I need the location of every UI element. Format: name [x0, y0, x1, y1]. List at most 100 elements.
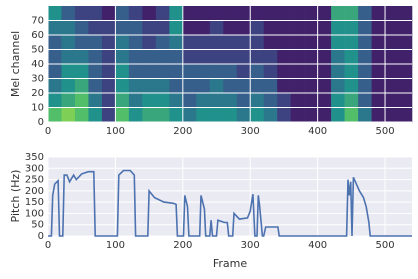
- x-tick-label: 400: [308, 240, 327, 251]
- y-tick-label: 0: [38, 117, 44, 128]
- heat-cell: [385, 64, 399, 79]
- heat-cell: [115, 78, 130, 94]
- heat-cell: [277, 6, 291, 21]
- heat-cell: [290, 93, 305, 108]
- y-axis-label: Mel channel: [9, 31, 22, 97]
- heat-cell: [101, 6, 116, 21]
- heat-cell: [61, 107, 76, 123]
- x-tick-label: 100: [106, 126, 125, 137]
- heat-cell: [88, 6, 103, 21]
- heat-cell: [88, 20, 103, 36]
- heat-cell: [169, 6, 184, 21]
- heat-cell: [223, 20, 238, 36]
- x-tick-label: 100: [106, 240, 125, 251]
- heat-cell: [398, 64, 413, 79]
- heat-cell: [317, 35, 332, 50]
- heat-cell: [371, 78, 386, 94]
- heat-cell: [250, 93, 265, 108]
- heat-cell: [128, 49, 143, 65]
- heat-cell: [182, 6, 197, 21]
- heat-cell: [88, 78, 103, 94]
- heat-cell: [398, 49, 413, 65]
- heat-cell: [371, 93, 386, 108]
- heat-cell: [277, 49, 291, 65]
- heat-cell: [209, 93, 224, 108]
- y-tick-label: 30: [31, 74, 44, 85]
- heat-cell: [182, 78, 197, 94]
- y-tick-label: 20: [31, 88, 44, 99]
- x-tick-label: 400: [308, 126, 327, 137]
- heat-cell: [48, 35, 62, 50]
- heat-cell: [182, 20, 197, 36]
- heat-cell: [331, 107, 345, 123]
- y-tick-label: 350: [25, 152, 44, 163]
- heat-cell: [115, 49, 130, 65]
- heat-cell: [277, 93, 291, 108]
- heat-cell: [358, 78, 372, 94]
- heat-cell: [74, 20, 89, 36]
- heat-cell: [371, 20, 386, 36]
- heat-cell: [223, 107, 238, 123]
- heat-cell: [196, 20, 211, 36]
- heat-cell: [155, 78, 170, 94]
- heat-cell: [398, 78, 413, 94]
- heat-cell: [263, 64, 278, 79]
- heat-cell: [223, 78, 238, 94]
- heat-cell: [223, 64, 238, 79]
- heat-cell: [115, 6, 130, 21]
- heat-cell: [182, 35, 197, 50]
- heat-cell: [48, 6, 62, 21]
- heat-cell: [74, 107, 89, 123]
- heat-cell: [331, 35, 345, 50]
- heat-cell: [371, 35, 386, 50]
- heat-cell: [169, 35, 184, 50]
- heat-cell: [196, 64, 211, 79]
- heat-cell: [223, 35, 238, 50]
- heat-cell: [128, 6, 143, 21]
- heat-cell: [304, 6, 318, 21]
- heat-cell: [250, 107, 265, 123]
- heat-cell: [331, 93, 345, 108]
- heat-cell: [331, 64, 345, 79]
- x-tick-label: 200: [173, 126, 192, 137]
- x-tick-label: 0: [45, 126, 51, 137]
- heat-cell: [74, 64, 89, 79]
- heat-cell: [115, 107, 130, 123]
- heat-cell: [263, 49, 278, 65]
- heat-cell: [263, 107, 278, 123]
- heat-cell: [317, 78, 332, 94]
- heat-cell: [371, 64, 386, 79]
- heat-cell: [358, 93, 372, 108]
- x-tick-label: 500: [375, 126, 394, 137]
- heat-cell: [277, 107, 291, 123]
- heat-cell: [74, 93, 89, 108]
- heat-cell: [182, 49, 197, 65]
- y-tick-label: 0: [38, 231, 44, 242]
- heat-cell: [142, 6, 157, 21]
- heat-cell: [398, 6, 413, 21]
- heat-cell: [317, 64, 332, 79]
- heat-cell: [250, 6, 265, 21]
- heat-cell: [209, 6, 224, 21]
- heat-cell: [236, 107, 251, 123]
- heat-cell: [48, 64, 62, 79]
- heat-cell: [223, 49, 238, 65]
- heat-cell: [263, 93, 278, 108]
- heat-cell: [155, 107, 170, 123]
- heat-cell: [358, 64, 372, 79]
- heat-cell: [155, 35, 170, 50]
- heat-cell: [398, 93, 413, 108]
- heat-cell: [88, 64, 103, 79]
- heat-cell: [250, 20, 265, 36]
- y-tick-label: 60: [31, 30, 44, 41]
- heat-cell: [358, 20, 372, 36]
- heat-cell: [344, 107, 359, 123]
- heat-cell: [101, 107, 116, 123]
- heat-cell: [371, 6, 386, 21]
- heat-cell: [169, 78, 184, 94]
- heat-cell: [61, 78, 76, 94]
- heat-cell: [169, 20, 184, 36]
- heat-cell: [236, 35, 251, 50]
- x-tick-label: 200: [173, 240, 192, 251]
